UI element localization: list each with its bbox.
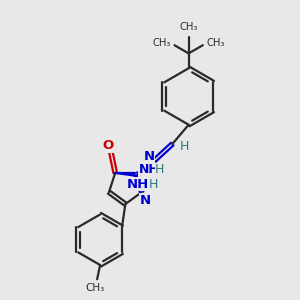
Text: CH₃: CH₃: [85, 283, 104, 293]
Text: H: H: [180, 140, 190, 153]
Text: CH₃: CH₃: [153, 38, 171, 48]
Text: CH₃: CH₃: [206, 38, 224, 48]
Text: N: N: [143, 150, 155, 163]
Text: NH: NH: [139, 164, 159, 176]
Text: H: H: [148, 178, 158, 191]
Text: NH: NH: [127, 178, 149, 191]
Text: H: H: [155, 164, 165, 176]
Text: CH₃: CH₃: [179, 22, 198, 32]
Text: O: O: [103, 139, 114, 152]
Text: N: N: [140, 194, 151, 207]
